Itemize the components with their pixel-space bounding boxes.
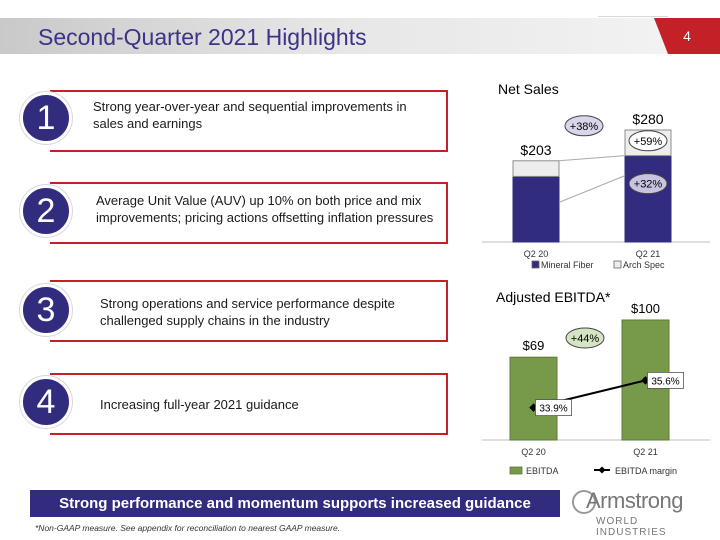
margin-label-box (535, 399, 572, 416)
net-sales-title: Net Sales (498, 81, 559, 97)
highlight-text: Strong operations and service performanc… (100, 296, 395, 328)
bar-value-label: $69 (523, 338, 545, 353)
bar-ebitda (509, 356, 558, 441)
highlight-number-badge: 4 (20, 376, 72, 428)
highlight-number-badge: 1 (20, 92, 72, 144)
legend-swatch (531, 260, 540, 269)
margin-label: 33.9% (539, 404, 567, 415)
legend-label: Arch Spec (623, 260, 665, 270)
logo-subtitle: WORLD INDUSTRIES (596, 516, 667, 538)
page-number-badge: 4 (654, 18, 720, 54)
total-label: $280 (632, 111, 663, 127)
growth-badge (628, 173, 668, 195)
company-logo: Armstrong WORLD INDUSTRIES (572, 488, 708, 538)
x-tick-label: Q2 21 (633, 447, 658, 457)
total-label: $203 (520, 142, 551, 158)
highlight-number-badge: 3 (20, 284, 72, 336)
page-title: Second-Quarter 2021 Highlights (38, 24, 367, 50)
margin-label: 35.6% (651, 376, 679, 387)
page-number: 4 (683, 28, 691, 44)
bar-arch-spec (512, 160, 560, 177)
growth-connector (558, 155, 626, 162)
growth-badge (628, 130, 668, 152)
highlight-box (50, 280, 448, 342)
growth-badge (564, 115, 604, 137)
x-tick-label: Q2 21 (636, 249, 661, 259)
legend-label: EBITDA margin (615, 466, 677, 476)
growth-label: +44% (571, 333, 600, 345)
highlight-box (50, 182, 448, 244)
growth-badge (565, 327, 605, 349)
header-divider (598, 16, 668, 17)
growth-label: +59% (634, 136, 663, 148)
legend-label: Mineral Fiber (541, 260, 594, 270)
legend-swatch (613, 260, 622, 269)
bar-value-label: $100 (631, 301, 660, 316)
logo-mark-icon (572, 490, 596, 514)
title-bar (0, 18, 720, 54)
footnote: *Non-GAAP measure. See appendix for reco… (35, 523, 341, 533)
logo-name: Armstrong (586, 488, 683, 513)
x-tick-label: Q2 20 (521, 447, 546, 457)
highlight-number-badge: 2 (20, 185, 72, 237)
net-sales-chart: $203 Q2 20 $280 Q2 21 +38% +59% +32% Mineral F… (482, 111, 710, 270)
growth-label: +32% (634, 179, 663, 191)
highlight-text: Increasing full-year 2021 guidance (100, 397, 299, 412)
highlight-text: Average Unit Value (AUV) up 10% on both … (96, 193, 434, 225)
highlight-text: Strong year-over-year and sequential imp… (93, 99, 407, 131)
ebitda-chart: $69 Q2 20 $100 Q2 21 33.9% 35.6% +44% EBITDA EB… (482, 301, 710, 476)
highlight-box (50, 373, 448, 435)
growth-label: +38% (570, 121, 599, 133)
legend-label: EBITDA (526, 466, 559, 476)
ebitda-title: Adjusted EBITDA* (496, 289, 611, 305)
legend-swatch (509, 466, 523, 475)
bar-mineral-fiber (624, 155, 672, 243)
footer-banner: Strong performance and momentum supports… (30, 490, 560, 517)
x-tick-label: Q2 20 (524, 249, 549, 259)
growth-connector (558, 175, 626, 203)
highlight-box (50, 90, 448, 152)
legend-marker (598, 466, 606, 474)
margin-label-box (647, 372, 684, 389)
bar-mineral-fiber (512, 175, 560, 243)
